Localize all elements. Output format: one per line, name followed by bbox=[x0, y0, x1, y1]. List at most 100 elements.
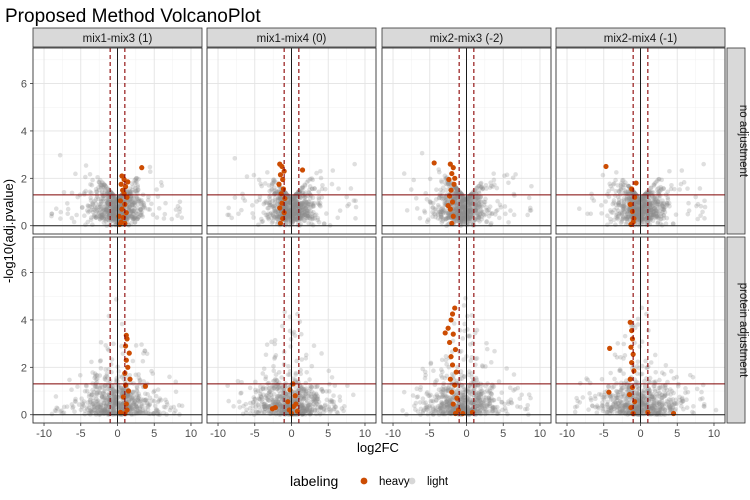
light-point bbox=[94, 189, 99, 195]
light-point bbox=[99, 189, 105, 195]
light-point bbox=[420, 366, 426, 372]
light-point bbox=[102, 187, 108, 193]
light-point bbox=[79, 204, 85, 210]
light-point bbox=[316, 197, 322, 202]
light-point bbox=[299, 331, 304, 337]
light-point bbox=[273, 372, 279, 377]
light-point bbox=[88, 215, 94, 220]
light-point bbox=[661, 186, 666, 191]
light-point bbox=[303, 199, 309, 204]
light-point bbox=[303, 202, 308, 208]
light-point bbox=[99, 212, 105, 217]
light-point bbox=[623, 191, 628, 197]
light-point bbox=[318, 168, 323, 174]
light-point bbox=[134, 175, 139, 181]
heavy-point bbox=[299, 167, 306, 173]
light-point bbox=[135, 198, 141, 203]
heavy-point bbox=[282, 195, 288, 202]
light-point bbox=[132, 220, 137, 225]
light-point bbox=[132, 202, 138, 208]
light-point bbox=[529, 183, 534, 189]
light-point bbox=[292, 195, 298, 200]
light-point bbox=[303, 356, 309, 361]
light-point bbox=[293, 206, 298, 212]
light-point bbox=[88, 217, 94, 223]
light-point bbox=[113, 198, 119, 204]
light-point bbox=[585, 211, 590, 217]
heavy-point bbox=[633, 180, 639, 186]
facet-panels: mix1-mix3 (1) mix1-mix4 (0) mix2-mix3 (-2)… bbox=[21, 27, 749, 440]
light-point bbox=[307, 205, 312, 210]
light-point bbox=[312, 186, 317, 191]
light-point bbox=[69, 402, 75, 407]
light-point bbox=[422, 210, 428, 215]
light-point bbox=[109, 205, 115, 211]
x-tick-label: -5 bbox=[250, 428, 260, 440]
heavy-point bbox=[125, 179, 131, 185]
light-point bbox=[270, 181, 275, 186]
light-point bbox=[109, 208, 115, 214]
heavy-point bbox=[603, 163, 609, 170]
light-point bbox=[274, 378, 279, 383]
light-point bbox=[112, 194, 118, 200]
light-point bbox=[307, 213, 312, 218]
light-point bbox=[301, 212, 307, 217]
light-point bbox=[104, 207, 109, 212]
light-point bbox=[83, 174, 88, 180]
x-tick-label: 5 bbox=[151, 428, 157, 440]
light-point bbox=[267, 211, 273, 217]
light-point bbox=[286, 200, 292, 205]
light-point bbox=[291, 194, 297, 200]
light-point bbox=[138, 198, 144, 204]
light-point bbox=[291, 208, 296, 213]
light-point bbox=[108, 213, 114, 219]
light-point bbox=[293, 207, 298, 212]
light-point bbox=[418, 406, 424, 412]
light-point bbox=[134, 190, 140, 196]
light-point bbox=[677, 187, 682, 192]
light-point bbox=[265, 205, 270, 211]
light-point bbox=[685, 186, 690, 191]
light-point bbox=[307, 377, 312, 382]
heavy-point bbox=[446, 176, 452, 183]
light-point bbox=[299, 213, 305, 219]
light-point bbox=[87, 171, 93, 177]
light-point bbox=[150, 371, 156, 376]
light-point bbox=[177, 206, 183, 211]
light-point bbox=[275, 216, 280, 222]
heavy-point bbox=[279, 200, 285, 206]
light-point bbox=[167, 374, 172, 380]
light-point bbox=[438, 178, 444, 184]
light-point bbox=[69, 215, 75, 221]
light-point bbox=[113, 210, 119, 215]
light-point bbox=[96, 211, 101, 217]
light-point bbox=[81, 399, 87, 404]
light-point bbox=[105, 201, 111, 207]
light-point bbox=[130, 200, 135, 205]
facet-panel bbox=[381, 236, 552, 424]
light-point bbox=[285, 212, 291, 218]
heavy-point bbox=[445, 202, 451, 209]
light-point bbox=[275, 209, 281, 214]
light-point bbox=[292, 204, 298, 210]
light-point bbox=[135, 184, 140, 190]
light-point bbox=[259, 183, 264, 189]
light-point bbox=[111, 208, 117, 214]
light-point bbox=[293, 199, 299, 204]
light-point bbox=[312, 408, 318, 413]
light-point bbox=[91, 214, 97, 219]
light-point bbox=[86, 203, 91, 209]
light-point bbox=[128, 213, 133, 219]
light-point bbox=[128, 200, 133, 206]
light-point bbox=[302, 206, 308, 212]
light-point bbox=[308, 216, 313, 222]
light-point bbox=[112, 217, 117, 222]
heavy-point bbox=[431, 160, 437, 166]
light-point bbox=[87, 204, 92, 209]
light-point bbox=[287, 195, 292, 201]
light-point bbox=[127, 188, 133, 194]
light-point bbox=[111, 217, 116, 222]
light-point bbox=[430, 205, 436, 210]
light-point bbox=[232, 195, 238, 200]
light-point bbox=[103, 218, 109, 224]
